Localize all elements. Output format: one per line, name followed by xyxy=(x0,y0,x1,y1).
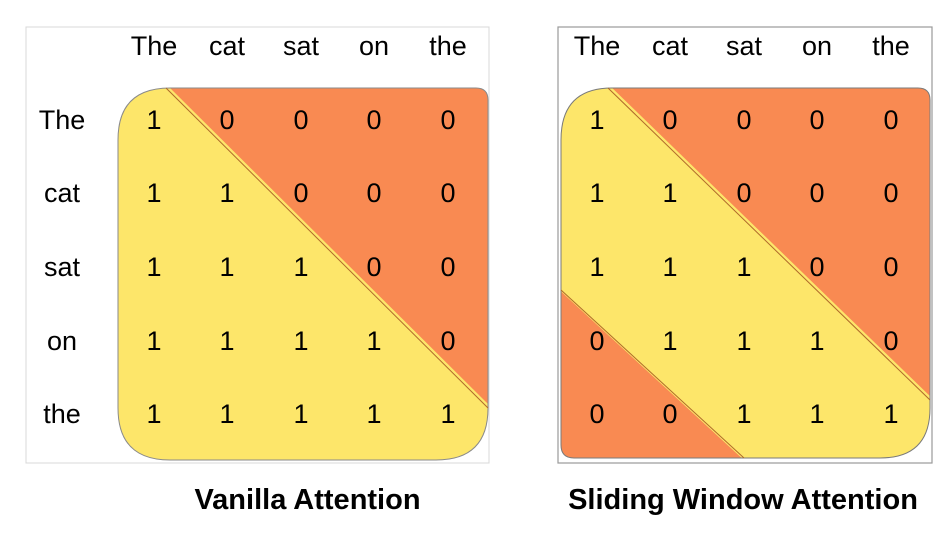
vanilla-cell-r0-c1: 0 xyxy=(219,105,234,135)
vanilla-cell-r4-c4: 1 xyxy=(440,399,455,429)
sliding-window-col-header-2: sat xyxy=(726,31,763,61)
sliding-window-col-header-1: cat xyxy=(652,31,689,61)
sliding-window-cell-r4-c2: 1 xyxy=(736,399,751,429)
sliding-window-masked-future-region xyxy=(608,88,930,400)
sliding-window-cell-r4-c0: 0 xyxy=(589,399,604,429)
sliding-window-cell-r0-c1: 0 xyxy=(662,105,677,135)
vanilla-row-header-1: cat xyxy=(44,178,81,208)
vanilla-attention-matrix xyxy=(118,88,488,460)
sliding-window-col-header-0: The xyxy=(574,31,621,61)
vanilla-cell-r1-c4: 0 xyxy=(440,178,455,208)
vanilla-cell-r1-c0: 1 xyxy=(146,178,161,208)
sliding-window-lower-boundary xyxy=(560,289,745,459)
sliding-window-matrix-outline xyxy=(560,87,931,459)
vanilla-cell-r0-c4: 0 xyxy=(440,105,455,135)
vanilla-cell-r4-c0: 1 xyxy=(146,399,161,429)
vanilla-cell-r2-c1: 1 xyxy=(219,252,234,282)
vanilla-row-header-3: on xyxy=(47,326,77,356)
vanilla-row-header-4: the xyxy=(43,399,81,429)
vanilla-cell-r3-c4: 0 xyxy=(440,326,455,356)
vanilla-cell-r1-c2: 0 xyxy=(293,178,308,208)
sliding-window-cell-r3-c0: 0 xyxy=(589,326,604,356)
vanilla-cell-r1-c3: 0 xyxy=(366,178,381,208)
vanilla-row-header-2: sat xyxy=(44,252,81,282)
vanilla-cell-r3-c0: 1 xyxy=(146,326,161,356)
vanilla-cell-r3-c1: 1 xyxy=(219,326,234,356)
sliding-window-attention-matrix xyxy=(561,88,930,458)
sliding-window-cell-r0-c0: 1 xyxy=(589,105,604,135)
sliding-window-col-header-3: on xyxy=(802,31,832,61)
vanilla-col-header-2: sat xyxy=(283,31,320,61)
sliding-window-cell-r3-c4: 0 xyxy=(883,326,898,356)
vanilla-cell-r3-c3: 1 xyxy=(366,326,381,356)
sliding-window-cell-r4-c4: 1 xyxy=(883,399,898,429)
vanilla-col-header-4: the xyxy=(429,31,467,61)
vanilla-cell-r0-c2: 0 xyxy=(293,105,308,135)
sliding-window-cell-r2-c4: 0 xyxy=(883,252,898,282)
vanilla-attention-caption: Vanilla Attention xyxy=(194,484,421,516)
vanilla-cell-r2-c0: 1 xyxy=(146,252,161,282)
sliding-window-cell-r3-c1: 1 xyxy=(662,326,677,356)
sliding-window-cell-r2-c3: 0 xyxy=(809,252,824,282)
vanilla-cell-r0-c3: 0 xyxy=(366,105,381,135)
sliding-window-cell-r1-c3: 0 xyxy=(809,178,824,208)
vanilla-cell-r1-c1: 1 xyxy=(219,178,234,208)
sliding-window-upper-boundary xyxy=(607,87,931,401)
sliding-window-attention-caption: Sliding Window Attention xyxy=(568,484,918,516)
sliding-window-cell-r3-c2: 1 xyxy=(736,326,751,356)
sliding-window-cell-r2-c2: 1 xyxy=(736,252,751,282)
vanilla-cell-r2-c4: 0 xyxy=(440,252,455,282)
vanilla-matrix-outline xyxy=(117,87,489,461)
vanilla-cell-r4-c2: 1 xyxy=(293,399,308,429)
sliding-window-cell-r1-c2: 0 xyxy=(736,178,751,208)
sliding-window-cell-r0-c4: 0 xyxy=(883,105,898,135)
sliding-window-cell-r0-c2: 0 xyxy=(736,105,751,135)
vanilla-masked-future-region xyxy=(166,88,488,408)
sliding-window-cell-r4-c3: 1 xyxy=(809,399,824,429)
vanilla-col-header-1: cat xyxy=(209,31,246,61)
sliding-window-cell-r1-c0: 1 xyxy=(589,178,604,208)
vanilla-diagonal-boundary xyxy=(165,87,489,409)
vanilla-cell-r4-c3: 1 xyxy=(366,399,381,429)
sliding-window-cell-r4-c1: 0 xyxy=(662,399,677,429)
vanilla-cell-r2-c3: 0 xyxy=(366,252,381,282)
sliding-window-cell-r0-c3: 0 xyxy=(809,105,824,135)
sliding-window-cell-r2-c0: 1 xyxy=(589,252,604,282)
vanilla-col-header-3: on xyxy=(359,31,389,61)
sliding-window-cell-r2-c1: 1 xyxy=(662,252,677,282)
vanilla-cell-r3-c2: 1 xyxy=(293,326,308,356)
sliding-window-cell-r1-c4: 0 xyxy=(883,178,898,208)
vanilla-cell-r4-c1: 1 xyxy=(219,399,234,429)
sliding-window-cell-r1-c1: 1 xyxy=(662,178,677,208)
sliding-window-masked-past-region xyxy=(561,286,746,458)
vanilla-row-header-0: The xyxy=(39,105,86,135)
sliding-window-col-header-4: the xyxy=(872,31,910,61)
vanilla-col-header-0: The xyxy=(131,31,178,61)
sliding-window-cell-r3-c3: 1 xyxy=(809,326,824,356)
matrix-labels: The cat sat on the The cat sat on the 1 0 0 0 0 1 1 0 0 0 1 1… xyxy=(39,31,910,429)
vanilla-cell-r0-c0: 1 xyxy=(146,105,161,135)
vanilla-cell-r2-c2: 1 xyxy=(293,252,308,282)
